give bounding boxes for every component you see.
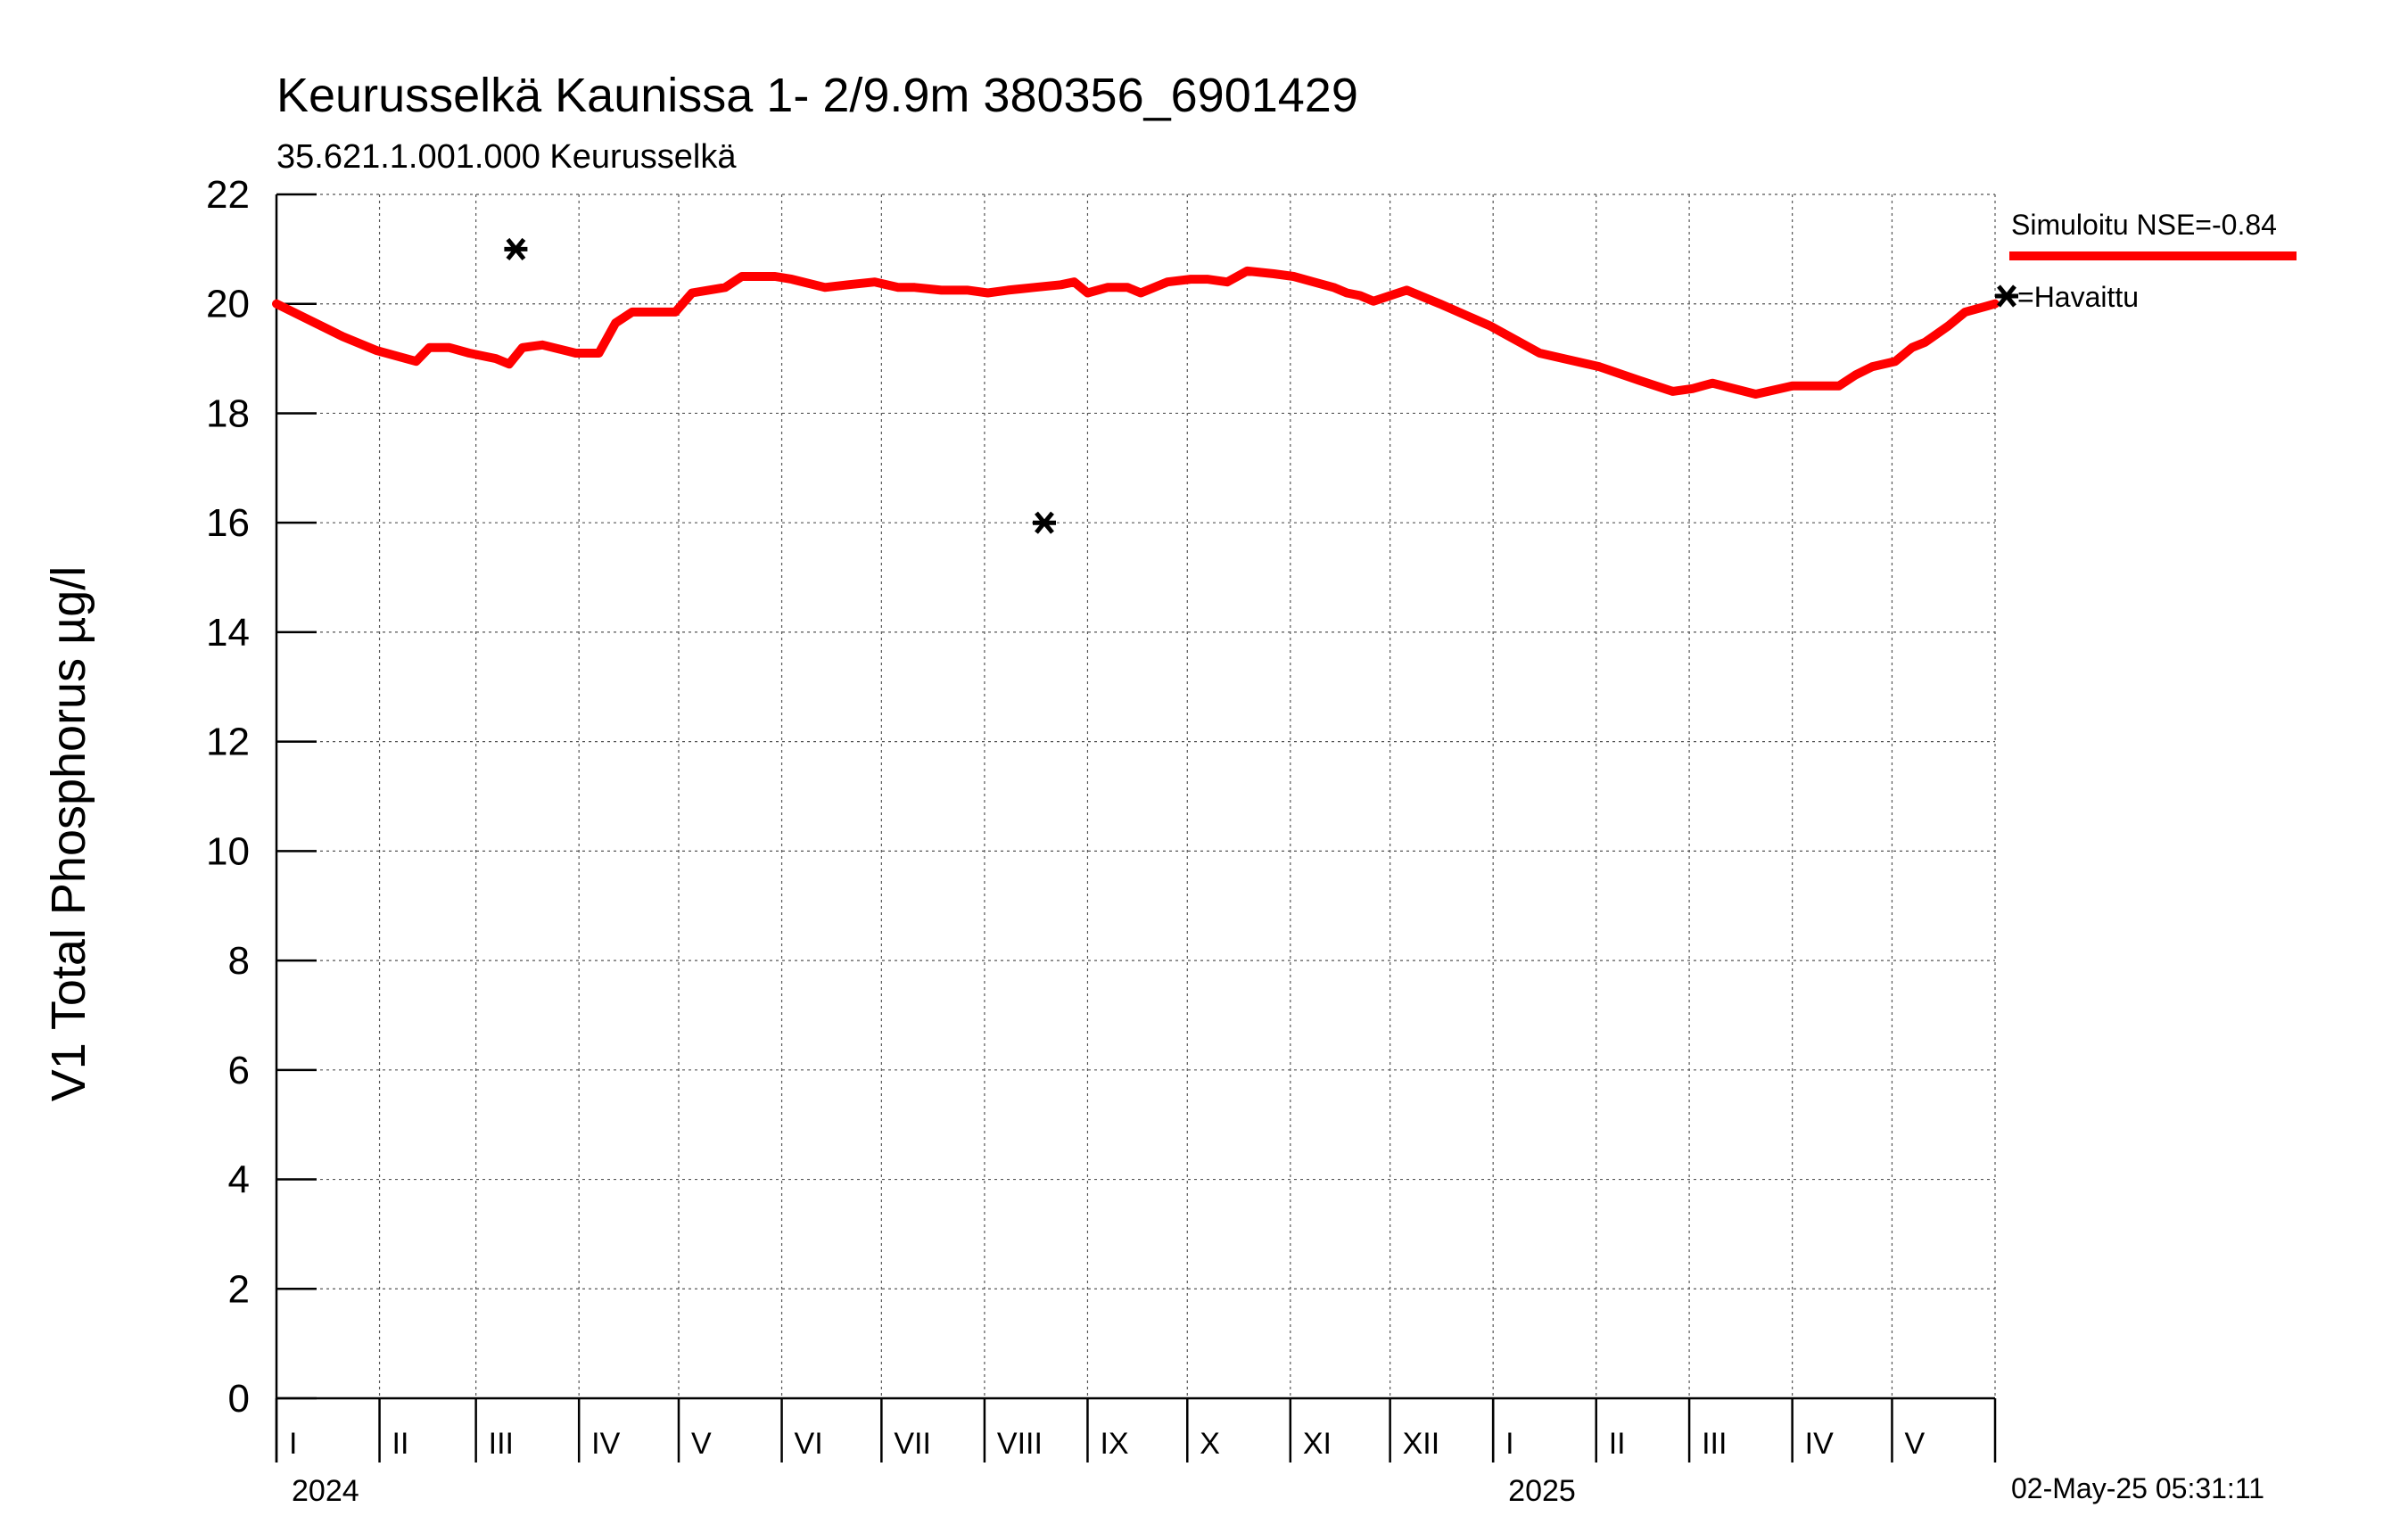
y-tick-label-16: 16 — [206, 501, 250, 545]
month-label-16: V — [1904, 1427, 1925, 1461]
y-tick-label-4: 4 — [228, 1158, 250, 1202]
y-tick-label-0: 0 — [228, 1377, 250, 1421]
observed-point-1 — [1033, 511, 1056, 534]
observed-point-0 — [504, 237, 528, 260]
year-label-0: 2024 — [292, 1474, 359, 1508]
legend-observed-marker — [1995, 284, 2018, 308]
y-tick-label-12: 12 — [206, 721, 250, 764]
month-label-6: VII — [894, 1427, 931, 1461]
y-tick-label-8: 8 — [228, 939, 250, 983]
month-label-7: VIII — [997, 1427, 1043, 1461]
month-label-15: IV — [1805, 1427, 1834, 1461]
month-label-0: I — [289, 1427, 297, 1461]
legend-observed-label: =Havaittu — [2017, 281, 2139, 313]
month-label-1: II — [392, 1427, 409, 1461]
series-layer — [272, 237, 2000, 534]
y-tick-label-10: 10 — [206, 829, 250, 873]
month-label-5: VI — [795, 1427, 823, 1461]
grid-lines — [276, 194, 1996, 1398]
month-label-14: III — [1702, 1427, 1727, 1461]
month-label-9: X — [1200, 1427, 1220, 1461]
legend: Simuloitu NSE=-0.84 =Havaittu — [1995, 209, 2297, 313]
timestamp: 02-May-25 05:31:11 — [2011, 1472, 2264, 1504]
y-tick-label-22: 22 — [206, 173, 250, 217]
chart-title: Keurusselkä Kaunissa 1- 2/9.9m 380356_69… — [276, 69, 1358, 122]
y-tick-label-20: 20 — [206, 283, 250, 326]
y-tick-label-18: 18 — [206, 391, 250, 435]
axes — [275, 193, 1997, 1462]
month-label-2: III — [489, 1427, 514, 1461]
month-label-13: II — [1609, 1427, 1626, 1461]
month-label-10: XI — [1303, 1427, 1332, 1461]
month-label-12: I — [1505, 1427, 1513, 1461]
observed-point-1-diag-b — [1035, 511, 1054, 534]
y-tick-label-2: 2 — [228, 1267, 250, 1311]
month-label-4: V — [691, 1427, 712, 1461]
y-tick-label-6: 6 — [228, 1049, 250, 1092]
observed-point-0-diag-b — [506, 237, 526, 260]
month-label-11: XII — [1403, 1427, 1440, 1461]
series-line-simulated — [272, 266, 2000, 399]
year-label-1: 2025 — [1508, 1474, 1576, 1508]
y-axis-label: V1 Total Phosphorus µg/l — [42, 566, 95, 1102]
y-tick-labels: 0 2 4 6 8 10 12 14 16 18 20 22 — [206, 173, 250, 1421]
month-label-8: IX — [1100, 1427, 1128, 1461]
month-label-3: IV — [591, 1427, 620, 1461]
y-tick-label-14: 14 — [206, 611, 250, 655]
legend-simulated-label: Simuloitu NSE=-0.84 — [2011, 209, 2277, 241]
chart-subtitle: 35.621.1.001.000 Keurusselkä — [276, 138, 737, 176]
